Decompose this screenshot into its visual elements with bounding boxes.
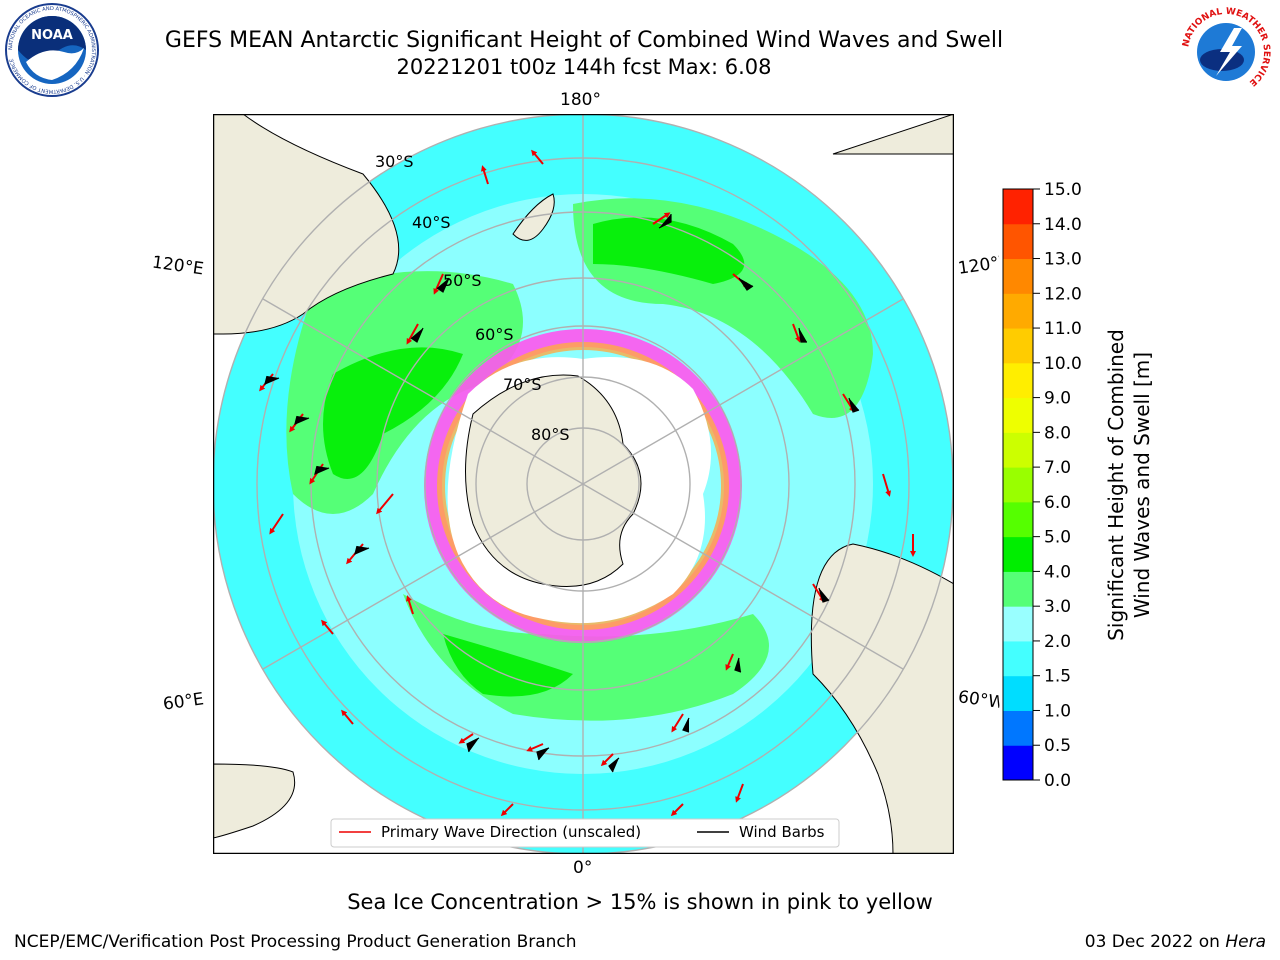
colorbar-block xyxy=(1003,432,1033,468)
lat-label-40s: 40°S xyxy=(412,213,451,232)
colorbar-block xyxy=(1003,501,1033,538)
colorbar: 0.0 0.5 1.0 1.5 2.0 3.0 4.0 5.0 6.0 7.0 8.0 9.0 10.0… xyxy=(1002,180,1082,790)
colorbar-block xyxy=(1003,189,1033,225)
colorbar-tick-label: 15.0 xyxy=(1044,180,1082,200)
lon-label-0: 0° xyxy=(573,858,593,878)
nws-logo: NATIONAL WEATHER SERVICE xyxy=(1179,5,1273,99)
map-title: GEFS MEAN Antarctic Significant Height o… xyxy=(164,28,1004,53)
lon-label-120e: 120°E xyxy=(150,252,205,280)
colorbar-tick-label: 12.0 xyxy=(1044,284,1082,304)
noaa-logo-text: NOAA xyxy=(31,28,73,43)
colorbar-tick-label: 3.0 xyxy=(1044,597,1071,617)
lon-label-60w: 60°W xyxy=(956,687,1002,713)
lat-label-80s: 80°S xyxy=(531,425,570,444)
wind-barbs xyxy=(264,214,860,773)
lat-label-50s: 50°S xyxy=(443,271,482,290)
lat-label-70s: 70°S xyxy=(503,375,542,394)
colorbar-block xyxy=(1003,397,1033,433)
lat-label-30s: 30°S xyxy=(375,152,414,171)
colorbar-block xyxy=(1003,710,1033,746)
legend-wave-direction: Primary Wave Direction (unscaled) xyxy=(381,823,641,841)
colorbar-block xyxy=(1003,362,1033,399)
colorbar-block xyxy=(1003,675,1033,711)
colorbar-tick-label: 4.0 xyxy=(1044,562,1071,582)
colorbar-label-line2: Wind Waves and Swell [m] xyxy=(1130,351,1154,619)
colorbar-block xyxy=(1003,293,1033,329)
colorbar-tick-label: 8.0 xyxy=(1044,423,1071,443)
colorbar-block xyxy=(1003,536,1033,572)
colorbar-block xyxy=(1003,606,1033,642)
colorbar-tick-label: 1.5 xyxy=(1044,667,1071,687)
polar-map: 30°S 40°S 50°S 60°S 70°S 80°S Primary Wa… xyxy=(213,114,954,854)
lat-label-60s: 60°S xyxy=(475,325,514,344)
colorbar-tick-label: 6.0 xyxy=(1044,493,1071,513)
colorbar-tick-label: 10.0 xyxy=(1044,354,1082,374)
map-subtitle: 20221201 t00z 144h fcst Max: 6.08 xyxy=(396,55,772,79)
colorbar-block xyxy=(1003,640,1033,677)
lon-label-180: 180° xyxy=(560,90,601,110)
colorbar-tick-label: 1.0 xyxy=(1044,701,1071,721)
colorbar-tick-label: 13.0 xyxy=(1044,250,1082,270)
colorbar-block xyxy=(1003,223,1033,260)
colorbar-block xyxy=(1003,745,1033,781)
colorbar-block xyxy=(1003,328,1033,364)
colorbar-block xyxy=(1003,467,1033,503)
legend-wind-barbs: Wind Barbs xyxy=(739,823,825,841)
colorbar-block xyxy=(1003,571,1033,607)
sea-ice-caption: Sea Ice Concentration > 15% is shown in … xyxy=(347,890,933,914)
colorbar-tick-label: 5.0 xyxy=(1044,528,1071,548)
colorbar-tick-label: 0.5 xyxy=(1044,736,1071,756)
colorbar-tick-label: 0.0 xyxy=(1044,771,1071,790)
lon-label-120w: 120°W xyxy=(956,253,1002,279)
africa-land xyxy=(213,763,296,839)
colorbar-tick-label: 11.0 xyxy=(1044,319,1082,339)
map-legend: Primary Wave Direction (unscaled) Wind B… xyxy=(330,818,840,848)
colorbar-tick-label: 7.0 xyxy=(1044,458,1071,478)
footer-date: 03 Dec 2022 on Hera xyxy=(1085,932,1266,952)
colorbar-tick-label: 14.0 xyxy=(1044,215,1082,235)
lon-label-60e: 60°E xyxy=(161,689,206,715)
footer-host: Hera xyxy=(1225,932,1266,952)
colorbar-label-line1: Significant Height of Combined xyxy=(1104,329,1128,641)
footer-date-text: 03 Dec 2022 on xyxy=(1084,932,1226,952)
colorbar-tick-label: 2.0 xyxy=(1044,632,1071,652)
footer-branch: NCEP/EMC/Verification Post Processing Pr… xyxy=(14,932,577,952)
noaa-logo: NATIONAL OCEANIC AND ATMOSPHERIC ADMINIS… xyxy=(5,3,99,97)
colorbar-tick-label: 9.0 xyxy=(1044,389,1071,409)
colorbar-block xyxy=(1003,258,1033,294)
